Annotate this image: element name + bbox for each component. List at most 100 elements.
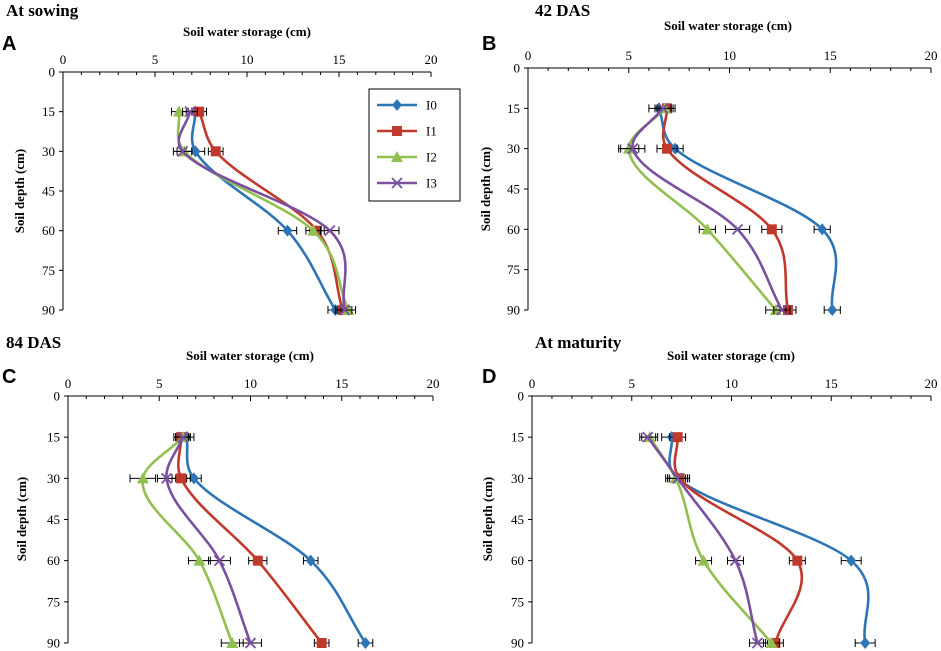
series-line (177, 110, 347, 312)
x-tick-label: 15 (825, 376, 838, 391)
data-point (136, 472, 149, 484)
legend-marker-i1 (392, 126, 402, 136)
panel-b-title: 42 DAS (535, 1, 590, 20)
y-tick-label: 90 (47, 636, 60, 651)
data-point (160, 472, 173, 484)
data-point (766, 224, 777, 235)
data-point (697, 554, 710, 566)
data-point (307, 224, 320, 236)
data-point (671, 472, 684, 484)
series-line (185, 435, 367, 645)
x-tick-label: 20 (925, 376, 938, 391)
y-tick-label: 90 (511, 636, 524, 651)
panel-c: C 84 DAS Soil water storage (cm) Soil depth… (2, 333, 440, 651)
panel-d-x-axis-title: Soil water storage (cm) (667, 348, 795, 363)
data-point (729, 555, 742, 567)
series-line (197, 110, 344, 312)
series-line (190, 110, 337, 312)
x-tick-label: 0 (529, 376, 536, 391)
y-tick-label: 15 (42, 104, 55, 119)
x-tick-label: 15 (824, 48, 837, 63)
series-i3 (172, 106, 353, 316)
data-point (226, 637, 239, 648)
panel-d-letter: D (482, 366, 496, 388)
y-tick-label: 60 (507, 222, 520, 237)
legend-marker-i3 (391, 177, 403, 189)
data-point (860, 637, 871, 649)
panel-b-x-axis-title: Soil water storage (cm) (664, 18, 792, 33)
x-tick-label: 10 (241, 52, 254, 67)
data-point (172, 105, 185, 117)
panel-b: B 42 DAS Soil water storage (cm) Soil depth… (478, 1, 938, 318)
data-point (213, 555, 226, 567)
y-tick-label: 45 (47, 512, 60, 527)
data-point (338, 304, 351, 316)
data-point (360, 637, 371, 649)
series-line (646, 435, 759, 645)
x-tick-label: 15 (335, 376, 348, 391)
y-tick-label: 30 (47, 471, 60, 486)
series-line (668, 435, 870, 645)
series-line (631, 107, 784, 312)
series-line (673, 435, 804, 645)
series-line (657, 107, 838, 312)
legend-label-i2: I2 (426, 150, 437, 165)
panel-a-letter: A (2, 33, 16, 55)
panel-a-y-axis-title: Soil depth (cm) (12, 149, 27, 234)
series-i0 (185, 105, 344, 316)
y-tick-label: 45 (42, 184, 55, 199)
data-point (672, 432, 683, 443)
panel-a-title: At sowing (6, 1, 79, 20)
x-tick-label: 5 (626, 48, 633, 63)
y-tick-label: 45 (511, 512, 524, 527)
data-point (184, 106, 196, 118)
y-tick-label: 75 (507, 262, 520, 277)
panel-b-letter: B (482, 33, 496, 55)
y-tick-label: 45 (507, 182, 520, 197)
data-point (177, 431, 189, 443)
series-i1 (171, 432, 330, 648)
y-tick-label: 0 (514, 61, 521, 76)
panel-d-y-axis-title: Soil depth (cm) (480, 477, 495, 562)
data-point (846, 554, 857, 567)
y-tick-label: 30 (511, 471, 524, 486)
data-point (765, 637, 778, 648)
x-tick-label: 15 (333, 52, 346, 67)
y-tick-label: 30 (42, 144, 55, 159)
legend-marker-i2 (391, 151, 403, 162)
legend: I0 I1 I2 I3 (368, 88, 461, 202)
y-tick-label: 75 (511, 594, 524, 609)
x-tick-label: 0 (60, 52, 67, 67)
panel-d: D At maturity Soil water storage (cm) Soil … (480, 333, 938, 651)
data-point (194, 106, 205, 117)
data-point (176, 145, 189, 157)
data-point (827, 304, 838, 316)
data-point (642, 431, 654, 443)
data-point (282, 224, 293, 237)
x-tick-label: 10 (244, 376, 257, 391)
x-tick-label: 5 (629, 376, 636, 391)
series-i2 (618, 102, 787, 315)
series-i3 (620, 102, 791, 316)
y-tick-label: 15 (507, 101, 520, 116)
data-point (627, 143, 639, 155)
y-tick-label: 75 (47, 594, 60, 609)
panel-c-y-axis-title: Soil depth (cm) (14, 477, 29, 562)
legend-marker-i0 (392, 99, 402, 111)
x-tick-label: 5 (156, 376, 163, 391)
panel-d-title: At maturity (535, 333, 622, 352)
data-point (188, 472, 199, 485)
y-tick-label: 60 (511, 553, 524, 568)
data-point (305, 554, 316, 567)
data-point (662, 143, 673, 154)
y-tick-label: 15 (511, 430, 524, 445)
y-tick-label: 75 (42, 263, 55, 278)
y-tick-label: 0 (518, 389, 525, 404)
x-tick-label: 20 (427, 376, 440, 391)
data-point (193, 554, 206, 566)
series-line (648, 435, 773, 645)
data-point (792, 555, 803, 566)
data-point (731, 223, 744, 235)
x-tick-label: 0 (65, 376, 72, 391)
